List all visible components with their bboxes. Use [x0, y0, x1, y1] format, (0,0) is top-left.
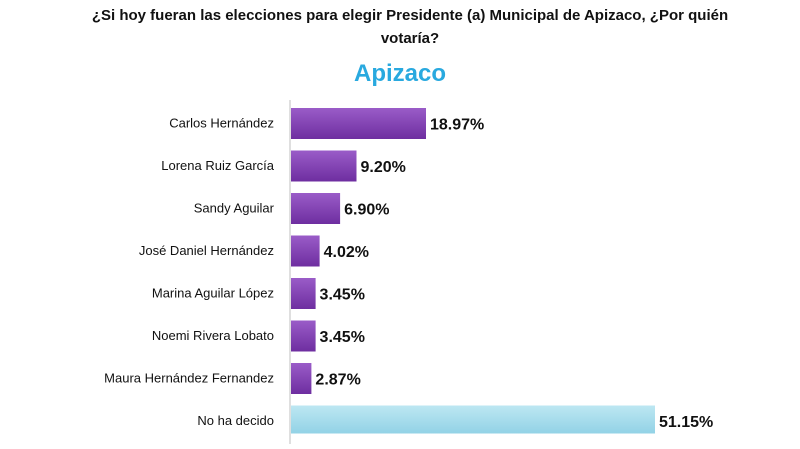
bars-group: Carlos Hernández 18.97% Lorena Ruiz García… — [104, 108, 713, 434]
category-label-2: Sandy Aguilar — [194, 201, 275, 216]
category-label-6: Maura Hernández Fernandez — [104, 371, 274, 386]
value-label-6: 2.87% — [315, 372, 360, 389]
chart-subtitle: Apizaco — [353, 60, 446, 87]
value-label-1: 9.20% — [360, 159, 405, 176]
value-label-5: 3.45% — [320, 329, 365, 346]
bar-7 — [291, 405, 655, 434]
bar-4 — [291, 278, 316, 309]
value-label-4: 3.45% — [320, 287, 365, 304]
category-label-7: No ha decido — [197, 413, 274, 428]
bar-5 — [291, 320, 316, 352]
category-label-4: Marina Aguilar López — [152, 286, 274, 301]
category-label-5: Noemi Rivera Lobato — [152, 328, 274, 343]
bar-3 — [291, 235, 320, 267]
bar-2 — [291, 193, 341, 224]
value-label-7: 51.15% — [659, 414, 713, 431]
bar-6 — [291, 363, 312, 394]
value-label-0: 18.97% — [430, 117, 484, 134]
category-label-3: José Daniel Hernández — [139, 243, 274, 258]
bar-0 — [291, 108, 426, 139]
value-label-2: 6.90% — [344, 202, 389, 219]
bar-1 — [291, 150, 357, 182]
category-label-1: Lorena Ruiz García — [161, 158, 274, 173]
value-label-3: 4.02% — [324, 244, 369, 261]
category-label-0: Carlos Hernández — [169, 116, 274, 131]
chart-title: ¿Si hoy fueran las elecciones para elegi… — [91, 7, 729, 47]
